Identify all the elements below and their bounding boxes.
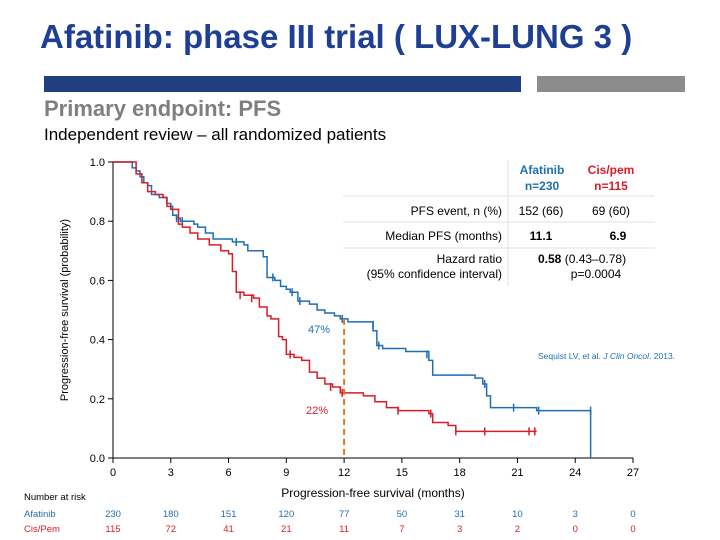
risk-row-cispem-label: Cis/Pem	[24, 524, 60, 535]
header-bar-blue	[44, 76, 521, 92]
risk-count: 10	[512, 509, 523, 520]
risk-row-afatinib-label: Afatinib	[24, 509, 56, 520]
table-hr-value: 0.58 (0.43–0.78)	[538, 252, 626, 266]
hr-point-estimate: 0.58	[538, 252, 562, 266]
risk-count: 72	[165, 524, 176, 535]
citation-year: . 2013.	[649, 351, 675, 361]
risk-count: 41	[223, 524, 234, 535]
risk-count: 0	[630, 509, 635, 520]
risk-count: 180	[163, 509, 179, 520]
y-ticks: 0.0 0.2 0.4 0.6 0.8 1.0	[90, 157, 113, 465]
risk-count: 21	[281, 524, 292, 535]
table-hr-p-value: p=0.0004	[571, 267, 622, 281]
table-hr-ci-label: (95% confidence interval)	[367, 267, 502, 281]
risk-count: 31	[454, 509, 465, 520]
risk-count: 3	[457, 524, 462, 535]
risk-count: 2	[515, 524, 520, 535]
x-tick-label: 21	[511, 467, 523, 479]
table-row-median-pfs-label: Median PFS (months)	[385, 229, 502, 243]
table-row-median-pfs-afatinib: 11.1	[530, 229, 553, 243]
risk-count: 151	[221, 509, 237, 520]
x-tick-label: 3	[168, 467, 174, 479]
table-col2-header: Cis/pem	[588, 163, 635, 177]
x-tick-label: 0	[110, 467, 116, 479]
risk-table-values: 230 180 151 120 77 50 31 10 3 0 115 72 41 21 11 7 3 2 0 0	[105, 509, 636, 535]
table-row-pfs-events-label: PFS event, n (%)	[411, 204, 502, 218]
table-hr-label: Hazard ratio	[437, 252, 503, 266]
hr-confidence-interval: (0.43–0.78)	[561, 252, 626, 266]
x-tick-label: 6	[225, 467, 231, 479]
table-col1-n: n=230	[525, 179, 560, 193]
y-tick-label: 0.4	[90, 335, 105, 347]
risk-count: 0	[630, 524, 635, 535]
risk-count: 230	[105, 509, 121, 520]
slide-description: Independent review – all randomized pati…	[44, 125, 387, 144]
x-tick-label: 24	[569, 467, 581, 479]
x-tick-label: 18	[454, 467, 466, 479]
x-tick-label: 12	[338, 467, 350, 479]
cispem-km-curve	[113, 161, 537, 433]
y-tick-label: 0.8	[90, 216, 105, 228]
slide-title: Afatinib: phase III trial ( LUX-LUNG 3 )	[40, 18, 633, 55]
header-bar-gray	[537, 76, 685, 92]
risk-table-header: Number at risk	[24, 492, 86, 503]
risk-count: 77	[339, 509, 350, 520]
risk-count: 3	[573, 509, 578, 520]
citation-journal: J Clin Oncol	[602, 351, 650, 361]
citation: Sequist LV, et al. J Clin Oncol. 2013.	[538, 351, 675, 361]
risk-count: 120	[278, 509, 294, 520]
table-row-pfs-events-afatinib: 152 (66)	[519, 204, 564, 218]
x-axis-label: Progression-free survival (months)	[281, 486, 464, 500]
risk-count: 0	[573, 524, 578, 535]
afatinib-percent-label: 47%	[308, 324, 330, 336]
risk-count: 50	[397, 509, 408, 520]
y-tick-label: 0.6	[90, 275, 105, 287]
km-curves	[113, 161, 592, 458]
y-tick-label: 1.0	[90, 157, 105, 169]
risk-count: 11	[339, 524, 349, 535]
table-row-median-pfs-cispem: 6.9	[610, 229, 627, 243]
cispem-percent-label: 22%	[306, 405, 328, 417]
slide-subtitle: Primary endpoint: PFS	[44, 96, 282, 121]
x-ticks: 0 3 6 9 12 15 18 21 24 27	[110, 458, 639, 479]
x-tick-label: 15	[396, 467, 408, 479]
risk-count: 115	[105, 524, 120, 535]
table-row-pfs-events-cispem: 69 (60)	[592, 204, 630, 218]
y-tick-label: 0.2	[90, 394, 105, 406]
risk-count: 7	[399, 524, 404, 535]
x-tick-label: 27	[627, 467, 639, 479]
results-table: Afatinib n=230 Cis/pem n=115 PFS event, …	[343, 160, 655, 286]
citation-authors: Sequist LV, et al.	[538, 351, 603, 361]
table-col1-header: Afatinib	[520, 163, 565, 177]
y-axis-label: Progression-free survival (probability)	[59, 219, 71, 401]
y-tick-label: 0.0	[90, 453, 105, 465]
x-tick-label: 9	[283, 467, 289, 479]
table-col2-n: n=115	[594, 179, 628, 193]
